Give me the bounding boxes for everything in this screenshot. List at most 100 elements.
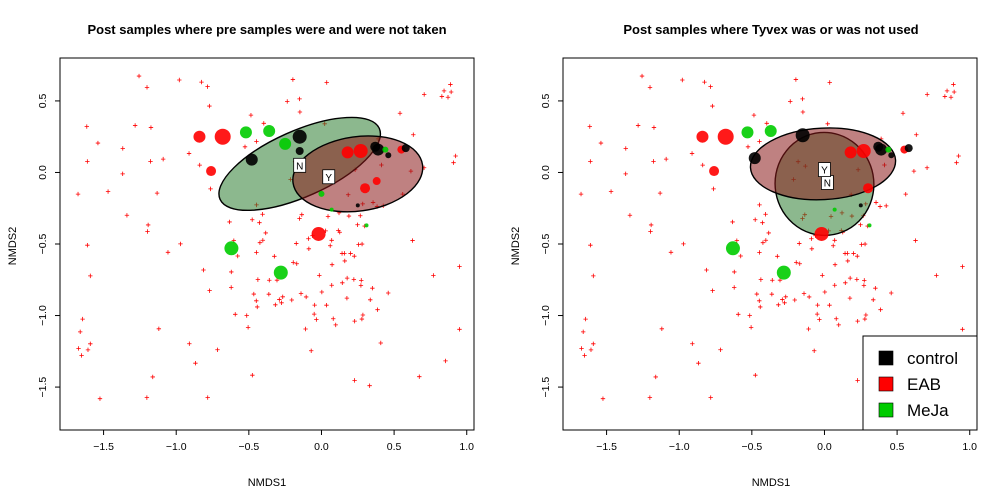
right-x-axis-label: NMDS1 bbox=[752, 477, 791, 489]
sample-point-control bbox=[370, 141, 381, 152]
background-sample-marker bbox=[718, 347, 723, 352]
background-sample-marker bbox=[451, 160, 456, 165]
background-sample-marker bbox=[884, 203, 889, 209]
background-sample-marker bbox=[832, 262, 838, 267]
background-sample-marker bbox=[757, 298, 762, 304]
background-sample-marker bbox=[303, 326, 308, 332]
background-sample-marker bbox=[272, 254, 277, 259]
background-sample-marker bbox=[356, 242, 361, 247]
background-sample-marker bbox=[680, 77, 685, 83]
background-sample-marker bbox=[878, 307, 883, 312]
background-sample-marker bbox=[754, 291, 760, 297]
background-sample-marker bbox=[809, 246, 815, 251]
background-sample-marker bbox=[132, 123, 138, 128]
background-sample-marker bbox=[745, 144, 751, 149]
background-sample-marker bbox=[314, 317, 319, 322]
x-tick-label: −0.5 bbox=[741, 441, 762, 453]
background-sample-marker bbox=[359, 316, 365, 322]
background-sample-marker bbox=[233, 312, 238, 317]
background-sample-marker bbox=[333, 322, 338, 328]
legend-swatch-eab bbox=[878, 376, 894, 392]
background-sample-marker bbox=[711, 186, 716, 192]
background-sample-marker bbox=[88, 273, 93, 279]
x-tick-label: 0.0 bbox=[314, 441, 329, 453]
background-sample-marker bbox=[285, 99, 290, 104]
background-sample-marker bbox=[766, 230, 771, 236]
background-sample-marker bbox=[792, 297, 797, 303]
background-sample-marker bbox=[748, 325, 754, 330]
sample-point-eab bbox=[696, 130, 709, 143]
background-sample-marker bbox=[359, 241, 365, 247]
x-tick-label: −1.5 bbox=[93, 441, 114, 453]
sample-point-eab bbox=[814, 226, 829, 241]
background-sample-marker bbox=[815, 302, 820, 308]
sample-point-eab bbox=[311, 226, 326, 241]
background-sample-marker bbox=[648, 222, 654, 228]
ellipse-label: Y bbox=[821, 166, 828, 177]
x-tick-label: 1.0 bbox=[459, 441, 474, 453]
background-sample-marker bbox=[254, 250, 259, 255]
background-sample-marker bbox=[325, 214, 331, 219]
background-sample-marker bbox=[299, 212, 305, 217]
background-sample-marker bbox=[913, 238, 918, 243]
background-sample-marker bbox=[245, 325, 251, 330]
background-sample-marker bbox=[85, 347, 91, 353]
background-sample-marker bbox=[623, 146, 628, 151]
background-sample-marker bbox=[820, 273, 825, 278]
sample-point-control bbox=[795, 128, 810, 143]
background-sample-marker bbox=[834, 316, 839, 321]
background-sample-marker bbox=[279, 300, 284, 305]
background-sample-marker bbox=[235, 253, 240, 259]
background-sample-marker bbox=[689, 151, 695, 156]
background-sample-marker bbox=[445, 95, 451, 100]
sample-point-eab bbox=[844, 146, 857, 159]
sample-point-control bbox=[295, 147, 304, 155]
background-sample-marker bbox=[775, 254, 780, 259]
background-sample-marker bbox=[924, 165, 930, 170]
x-tick-label: 1.0 bbox=[962, 441, 977, 453]
background-sample-marker bbox=[244, 313, 249, 318]
plot-frame bbox=[59, 57, 475, 431]
background-sample-marker bbox=[261, 121, 266, 126]
background-sample-marker bbox=[668, 250, 674, 255]
background-sample-marker bbox=[960, 264, 965, 269]
background-sample-marker bbox=[903, 191, 908, 197]
background-sample-marker bbox=[747, 313, 752, 318]
background-sample-marker bbox=[328, 243, 333, 248]
background-sample-marker bbox=[608, 189, 614, 194]
background-sample-marker bbox=[832, 238, 837, 243]
ellipse-label-box bbox=[293, 157, 307, 173]
background-sample-marker bbox=[873, 285, 878, 291]
background-sample-marker bbox=[294, 261, 299, 266]
background-sample-marker bbox=[154, 190, 160, 196]
y-tick-label: 0.5 bbox=[540, 93, 552, 108]
background-sample-marker bbox=[758, 277, 764, 282]
sample-point-eab bbox=[372, 177, 381, 186]
background-sample-marker bbox=[911, 168, 917, 174]
background-sample-marker bbox=[317, 273, 322, 278]
background-sample-marker bbox=[814, 311, 820, 317]
background-sample-marker bbox=[199, 79, 204, 85]
legend-label-eab: EAB bbox=[907, 375, 941, 394]
background-sample-marker bbox=[453, 153, 458, 159]
background-sample-marker bbox=[145, 229, 150, 234]
background-sample-marker bbox=[312, 302, 317, 308]
background-sample-marker bbox=[731, 285, 737, 290]
background-sample-marker bbox=[588, 347, 594, 353]
background-sample-marker bbox=[788, 99, 793, 104]
background-sample-marker bbox=[150, 374, 155, 380]
background-sample-marker bbox=[827, 302, 832, 308]
sample-point-control bbox=[748, 152, 761, 165]
background-sample-marker bbox=[764, 121, 769, 126]
background-sample-marker bbox=[708, 84, 713, 89]
background-sample-marker bbox=[960, 327, 965, 332]
background-sample-marker bbox=[431, 273, 436, 278]
background-sample-marker bbox=[657, 190, 663, 196]
y-tick-label: −1.5 bbox=[540, 377, 552, 398]
background-sample-marker bbox=[783, 294, 788, 299]
background-sample-marker bbox=[324, 80, 329, 85]
background-sample-marker bbox=[827, 80, 832, 85]
background-sample-marker bbox=[855, 318, 860, 324]
background-sample-marker bbox=[948, 95, 954, 100]
background-sample-marker bbox=[120, 146, 125, 151]
